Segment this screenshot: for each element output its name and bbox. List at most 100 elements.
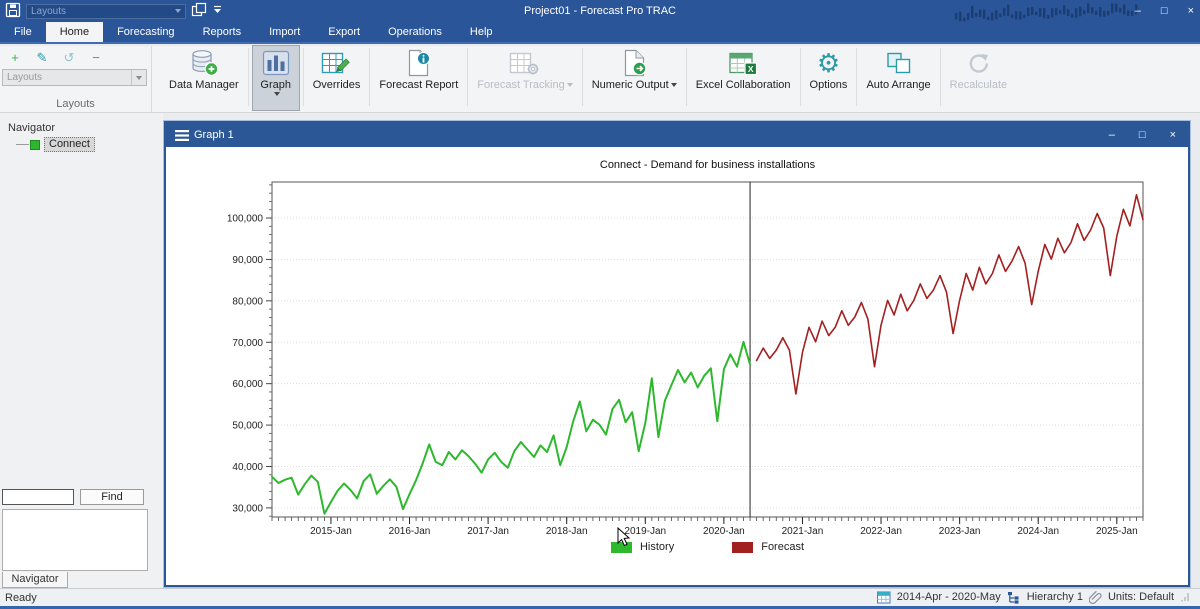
mouse-cursor — [617, 527, 631, 547]
svg-text:90,000: 90,000 — [232, 255, 263, 266]
group-caption-layouts: Layouts — [56, 98, 95, 110]
document-info-icon — [405, 48, 432, 78]
chart-legend: History Forecast — [272, 541, 1143, 553]
ribbon: + ✎ ↺ − Layouts Layouts Data Manager — [0, 45, 1200, 113]
resize-grip[interactable] — [1180, 591, 1190, 603]
maximize-button[interactable]: □ — [1160, 5, 1168, 17]
ribbon-separator — [581, 48, 583, 106]
layouts-combo[interactable]: Layouts — [2, 69, 147, 86]
undo-layout-button[interactable]: ↺ — [63, 50, 75, 65]
ribbon-button-options[interactable]: ⚙ Options — [805, 46, 853, 110]
decorative-sparkline — [955, 3, 1138, 22]
status-units[interactable]: Units: Default — [1107, 591, 1174, 603]
gear-icon: ⚙ — [816, 48, 841, 78]
bar-chart-icon — [262, 48, 290, 78]
excel-table-icon: X — [728, 48, 759, 78]
graph-window-titlebar[interactable]: Graph 1 – □ × — [166, 123, 1188, 147]
ribbon-button-label: Auto Arrange — [866, 79, 931, 91]
ribbon-separator — [247, 48, 249, 106]
ribbon-separator — [369, 48, 371, 106]
tree-item-connect[interactable]: Connect — [16, 137, 95, 152]
ribbon-button-data-manager[interactable]: Data Manager — [164, 46, 244, 110]
ribbon-button-auto-arrange[interactable]: Auto Arrange — [861, 46, 935, 110]
svg-text:80,000: 80,000 — [232, 296, 263, 307]
ribbon-button-forecast-report[interactable]: Forecast Report — [374, 46, 463, 110]
ribbon-button-excel-collaboration[interactable]: X Excel Collaboration — [691, 46, 796, 110]
svg-text:2016-Jan: 2016-Jan — [389, 526, 431, 537]
chevron-down-icon — [566, 83, 573, 88]
legend-label: History — [639, 541, 675, 553]
ribbon-button-label: Forecast Report — [379, 79, 459, 91]
status-bar: Ready 2014-Apr - 2020-May Hierarchy 1 Un… — [0, 588, 1200, 609]
svg-text:40,000: 40,000 — [232, 462, 263, 473]
refresh-icon — [964, 48, 992, 78]
legend-label: Forecast — [761, 541, 805, 553]
svg-text:2025-Jan: 2025-Jan — [1096, 526, 1138, 537]
svg-text:100,000: 100,000 — [227, 214, 264, 225]
ribbon-separator — [685, 48, 687, 106]
switch-windows-icon[interactable] — [191, 2, 207, 20]
minimize-button[interactable]: – — [1134, 5, 1141, 17]
menu-tab-operations[interactable]: Operations — [388, 26, 442, 38]
close-button[interactable]: × — [1169, 129, 1176, 141]
layouts-quick-combo[interactable]: Layouts — [26, 3, 186, 19]
chevron-down-icon — [175, 9, 181, 13]
remove-layout-button[interactable]: − — [92, 50, 100, 65]
ribbon-button-numeric-output[interactable]: Numeric Output — [587, 46, 682, 110]
ribbon-button-label: Overrides — [312, 79, 361, 91]
save-icon[interactable] — [5, 2, 21, 21]
quick-access-toolbar: Layouts — [0, 2, 223, 21]
find-input[interactable] — [2, 489, 74, 505]
svg-text:2024-Jan: 2024-Jan — [1017, 526, 1059, 537]
ribbon-button-label: Excel Collaboration — [695, 79, 791, 91]
ribbon-button-graph[interactable]: Graph — [251, 45, 300, 111]
svg-text:X: X — [747, 63, 753, 73]
paperclip-icon — [1088, 590, 1102, 604]
maximize-button[interactable]: □ — [1138, 129, 1146, 141]
menu-tab-help[interactable]: Help — [469, 26, 493, 38]
status-hierarchy[interactable]: Hierarchy 1 — [1026, 591, 1083, 603]
ribbon-separator — [467, 48, 469, 106]
menu-tab-file[interactable]: File — [14, 26, 32, 38]
menu-bar: File Home Forecasting Reports Import Exp… — [0, 22, 1200, 44]
ribbon-button-label: Graph — [260, 79, 291, 91]
titlebar: Layouts Project01 - Forecast Pro TRAC – … — [0, 0, 1200, 22]
ribbon-button-label: Forecast Tracking — [477, 79, 573, 92]
menu-tab-export[interactable]: Export — [328, 26, 361, 38]
graph-window-controls: – □ × — [1109, 123, 1176, 147]
legend-item-history: History — [610, 541, 675, 553]
ribbon-button-recalculate: Recalculate — [945, 46, 1012, 110]
menu-tab-forecasting[interactable]: Forecasting — [117, 26, 175, 38]
minimize-button[interactable]: – — [1108, 129, 1115, 141]
edit-layout-button[interactable]: ✎ — [36, 50, 48, 65]
table-gear-icon — [509, 48, 540, 78]
series-color-swatch — [30, 139, 40, 150]
svg-text:2017-Jan: 2017-Jan — [467, 526, 509, 537]
menu-tab-import[interactable]: Import — [269, 26, 301, 38]
navigator-bottom-tab[interactable]: Navigator — [2, 572, 68, 588]
customize-qat-icon[interactable] — [212, 4, 223, 18]
svg-text:2019-Jan: 2019-Jan — [624, 526, 666, 537]
chart-title: Connect - Demand for business installati… — [599, 159, 816, 171]
find-button[interactable]: Find — [80, 489, 144, 505]
hamburger-menu-icon[interactable] — [175, 129, 190, 145]
svg-text:2020-Jan: 2020-Jan — [703, 526, 745, 537]
svg-text:30,000: 30,000 — [232, 503, 263, 514]
ribbon-button-label: Data Manager — [169, 79, 239, 91]
menu-tab-reports[interactable]: Reports — [202, 26, 242, 38]
history-swatch — [610, 541, 632, 553]
status-date-range[interactable]: 2014-Apr - 2020-May — [896, 591, 1001, 603]
close-button[interactable]: × — [1187, 5, 1194, 17]
window-controls: – □ × — [1135, 0, 1194, 22]
chart-plot: 30,000 40,000 50,000 60,000 70,000 80,000 90,0… — [227, 181, 1144, 537]
add-layout-button[interactable]: + — [11, 50, 19, 65]
chart-area: Connect - Demand for business installati… — [166, 147, 1188, 585]
menu-tab-home[interactable]: Home — [45, 22, 104, 42]
svg-text:60,000: 60,000 — [232, 379, 263, 390]
navigator-listbox[interactable] — [2, 509, 148, 571]
svg-text:2021-Jan: 2021-Jan — [782, 526, 824, 537]
ribbon-button-overrides[interactable]: Overrides — [308, 46, 366, 110]
svg-text:2022-Jan: 2022-Jan — [860, 526, 902, 537]
ribbon-separator — [939, 48, 941, 106]
ribbon-separator — [302, 48, 304, 106]
